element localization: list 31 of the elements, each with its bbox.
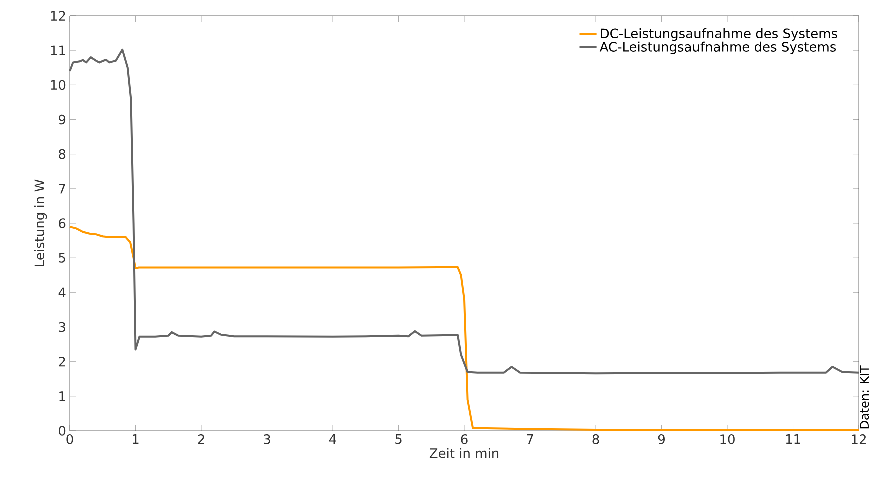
x-tick-label: 3 <box>264 434 270 444</box>
y-tick-label: 10 <box>51 80 66 90</box>
x-tick-label: 7 <box>527 434 534 444</box>
x-tick-label: 1 <box>133 434 139 444</box>
y-tick-label: 4 <box>58 288 66 298</box>
y-tick-label: 5 <box>59 253 66 263</box>
x-tick-label: 2 <box>198 434 204 444</box>
y-tick-label: 3 <box>59 322 66 332</box>
y-tick-label: 9 <box>59 114 66 125</box>
y-axis-title: Leistung in W <box>34 180 48 266</box>
y-tick-label: 8 <box>59 149 66 160</box>
y-tick-label: 12 <box>51 11 66 21</box>
legend-label: AC-Leistungsaufnahme des Systems <box>600 42 836 54</box>
x-tick-label: 5 <box>396 434 402 444</box>
y-tick-label: 2 <box>59 357 66 367</box>
x-axis-title: Zeit in min <box>430 448 499 458</box>
x-tick-label: 9 <box>658 434 665 444</box>
legend-label: DC-Leistungsaufnahme des Systems <box>601 28 838 42</box>
y-tick-label: 11 <box>51 46 66 56</box>
x-tick-label: 11 <box>786 434 800 444</box>
x-tick-label: 12 <box>852 434 866 444</box>
x-tick-label: 4 <box>330 434 336 444</box>
x-tick-label: 8 <box>592 434 600 444</box>
y-tick-label: 7 <box>59 184 66 194</box>
text: Daten: KIT <box>860 366 870 429</box>
x-tick-label: 0 <box>66 434 74 444</box>
y-tick-label: 1 <box>60 392 66 402</box>
y-tick-label: 6 <box>59 218 66 228</box>
y-tick-label: 0 <box>59 426 66 436</box>
x-tick-label: 10 <box>720 434 735 444</box>
x-tick-label: 6 <box>461 434 468 444</box>
